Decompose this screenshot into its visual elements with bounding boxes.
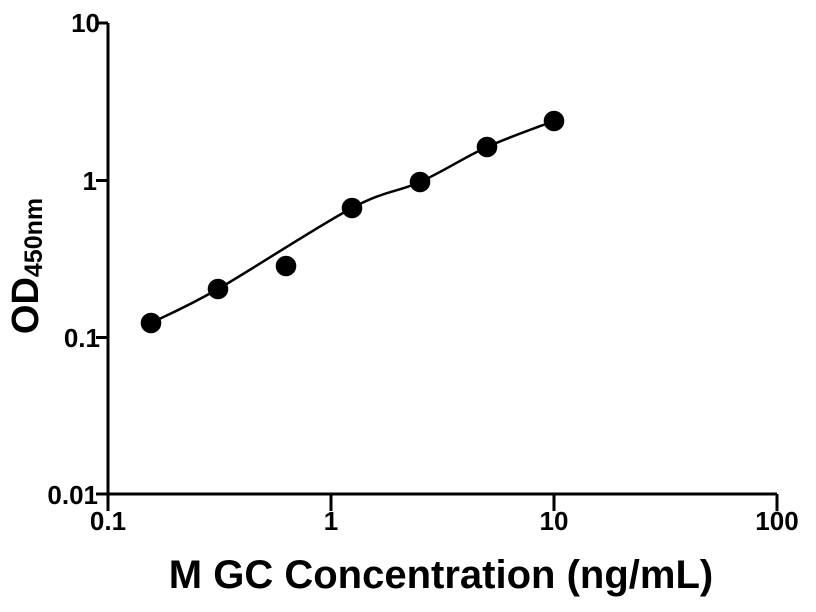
svg-text:M GC Concentration (ng/mL): M GC Concentration (ng/mL) bbox=[169, 553, 713, 597]
svg-text:OD450nm: OD450nm bbox=[5, 198, 48, 334]
svg-text:0.1: 0.1 bbox=[64, 323, 100, 353]
svg-text:1: 1 bbox=[83, 166, 97, 196]
svg-text:10: 10 bbox=[540, 506, 569, 536]
svg-text:10: 10 bbox=[71, 8, 100, 38]
svg-text:100: 100 bbox=[755, 506, 798, 536]
svg-text:1: 1 bbox=[324, 506, 338, 536]
svg-text:0.1: 0.1 bbox=[90, 506, 126, 536]
